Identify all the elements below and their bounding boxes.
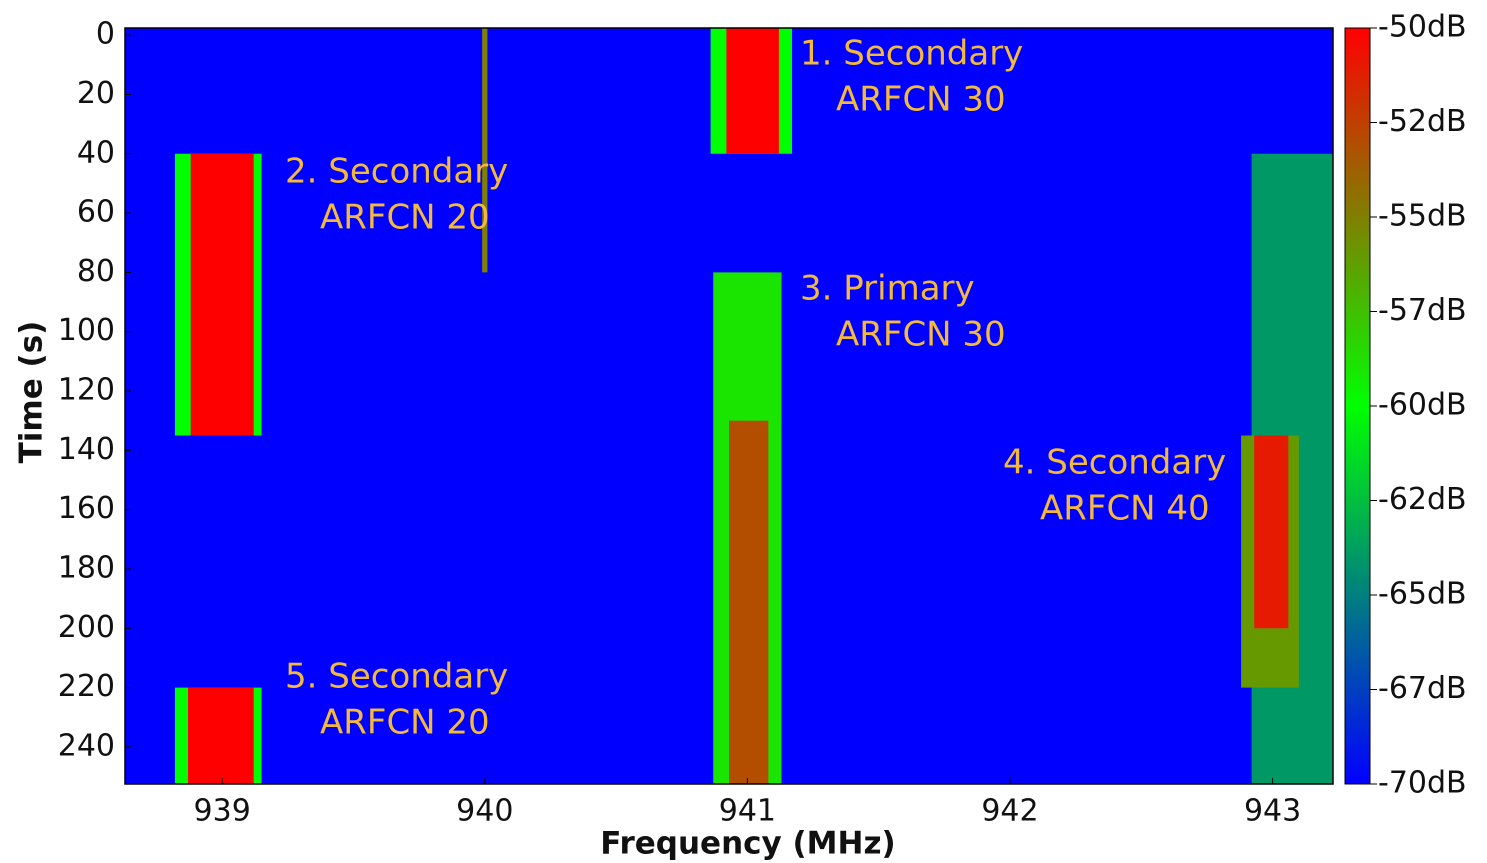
signal-block	[482, 28, 488, 273]
signal-block	[1254, 435, 1289, 629]
colorbar-tick-label: -70dB	[1378, 766, 1467, 801]
x-tick-label: 940	[456, 794, 513, 829]
annotation: ARFCN 40	[1040, 489, 1210, 529]
y-tick-label: 80	[77, 254, 115, 289]
signal-block	[188, 687, 254, 784]
y-tick-label: 100	[58, 313, 115, 348]
annotation: 5. Secondary	[285, 657, 508, 697]
colorbar-tick-label: -52dB	[1378, 104, 1467, 139]
annotation: 2. Secondary	[285, 152, 508, 192]
colorbar-tick-label: -65dB	[1378, 577, 1467, 612]
y-tick-label: 140	[58, 432, 115, 467]
y-tick-label: 220	[58, 669, 115, 704]
plot-frame	[124, 27, 1334, 785]
y-axis-title: Time (s)	[14, 321, 50, 464]
signal-block	[726, 28, 779, 154]
y-tick-label: 20	[77, 76, 115, 111]
y-tick-label: 240	[58, 728, 115, 763]
annotation: ARFCN 30	[836, 80, 1006, 120]
annotation: ARFCN 30	[836, 315, 1006, 355]
annotation: ARFCN 20	[320, 198, 490, 238]
colorbar-tick-label: -60dB	[1378, 388, 1467, 423]
x-tick-label: 943	[1244, 794, 1301, 829]
y-tick-label: 180	[58, 550, 115, 585]
y-tick-label: 200	[58, 610, 115, 645]
signal-block	[190, 153, 254, 436]
y-tick-label: 0	[96, 17, 115, 52]
x-axis-title: Frequency (MHz)	[600, 826, 895, 862]
colorbar-tick-label: -55dB	[1378, 199, 1467, 234]
annotation: 1. Secondary	[800, 34, 1023, 74]
colorbar-tick-label: -50dB	[1378, 10, 1467, 45]
y-tick-label: 120	[58, 373, 115, 408]
y-tick-label: 160	[58, 491, 115, 526]
annotation: 3. Primary	[800, 269, 975, 309]
x-tick-label: 939	[194, 794, 251, 829]
colorbar-tick-label: -62dB	[1378, 482, 1467, 517]
colorbar	[1344, 27, 1371, 785]
y-tick-label: 60	[77, 195, 115, 230]
y-tick-label: 40	[77, 135, 115, 170]
colorbar-tick-label: -57dB	[1378, 293, 1467, 328]
signal-block	[729, 420, 769, 784]
annotation: ARFCN 20	[320, 703, 490, 743]
x-tick-label: 941	[719, 794, 776, 829]
colorbar-tick-label: -67dB	[1378, 671, 1467, 706]
x-tick-label: 942	[981, 794, 1038, 829]
annotation: 4. Secondary	[1003, 443, 1226, 483]
